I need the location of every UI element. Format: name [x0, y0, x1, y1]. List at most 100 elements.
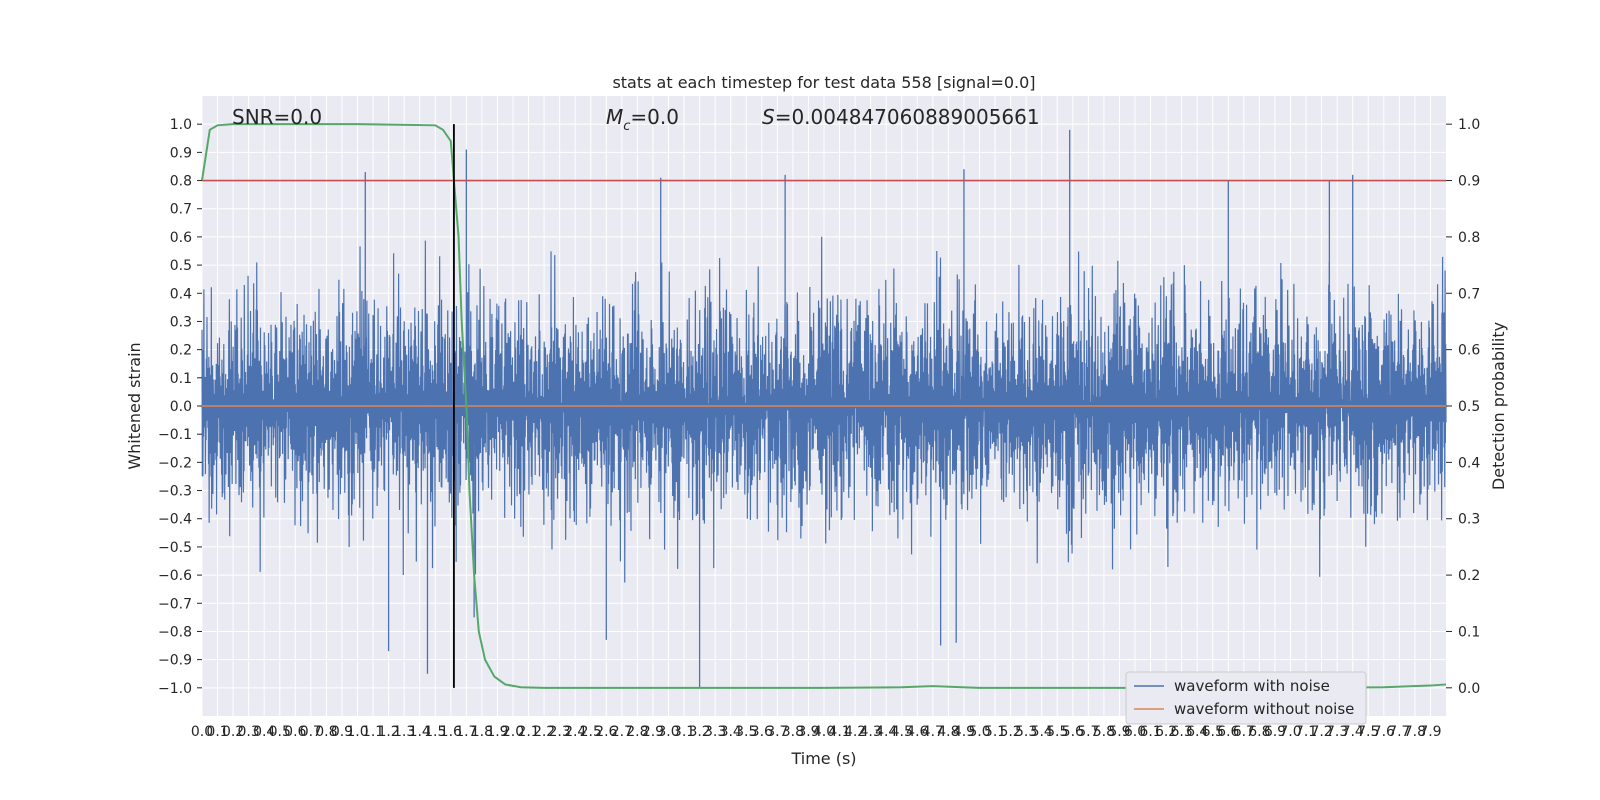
x-axis-label: Time (s) [790, 749, 856, 768]
y-tick-label: 0.3 [170, 314, 192, 330]
x-tick-label: 2.8 [626, 724, 648, 740]
y2-tick-label: 0.9 [1458, 174, 1480, 190]
x-tick-label: 3.8 [782, 724, 804, 740]
x-tick-label: 1.7 [455, 724, 477, 740]
x-tick-label: 1.9 [486, 724, 508, 740]
x-tick-label: 7.5 [1357, 724, 1379, 740]
x-tick-label: 1.0 [346, 724, 368, 740]
y-tick-label: −0.2 [158, 455, 192, 471]
x-tick-label: 1.5 [424, 724, 446, 740]
x-tick-label: 7.1 [1295, 724, 1317, 740]
y-tick-labels: 1.0 0.9 0.8 0.7 0.6 0.5 0.4 0.3 0.2 0.1 0.0 −0.1 −0.… [158, 117, 202, 697]
y2-tick-label: 0.5 [1458, 399, 1480, 415]
x-tick-labels: 0.00.10.20.30.40.50.60.70.80.91.01.11.21… [191, 724, 1442, 740]
x-tick-label: 5.2 [999, 724, 1021, 740]
x-tick-label: 4.1 [828, 724, 850, 740]
legend: waveform with noise waveform without noi… [1125, 671, 1367, 725]
y-tick-label: 0.9 [170, 145, 192, 161]
y-tick-label: −0.6 [158, 568, 192, 584]
x-tick-label: 0.8 [315, 724, 337, 740]
x-tick-label: 2.6 [595, 724, 617, 740]
y2-tick-label: 0.0 [1458, 681, 1480, 697]
x-tick-label: 7.9 [1419, 724, 1441, 740]
x-tick-label: 2.4 [564, 724, 586, 740]
x-tick-label: 1.3 [393, 724, 415, 740]
x-tick-label: 6.8 [1248, 724, 1270, 740]
x-tick-label: 0.3 [238, 724, 260, 740]
x-tick-label: 2.2 [533, 724, 555, 740]
y-tick-label: −0.9 [158, 653, 192, 669]
x-tick-label: 5.1 [984, 724, 1006, 740]
chirp-mass-annotation: Mc=0.0 [606, 105, 679, 134]
x-tick-label: 6.4 [1186, 724, 1208, 740]
y-tick-label: −0.5 [158, 540, 192, 556]
x-tick-label: 6.9 [1264, 724, 1286, 740]
y-tick-label: 0.5 [170, 258, 192, 274]
x-tick-label: 0.2 [222, 724, 244, 740]
y2-tick-label: 0.3 [1458, 512, 1480, 528]
s-annotation: S=0.004847060889005661 [762, 105, 1040, 129]
x-tick-label: 4.4 [875, 724, 897, 740]
y-tick-label: 0.6 [170, 230, 192, 246]
x-tick-label: 5.5 [1046, 724, 1068, 740]
x-tick-label: 1.1 [362, 724, 384, 740]
x-tick-label: 4.5 [891, 724, 913, 740]
y2-tick-label: 0.2 [1458, 568, 1480, 584]
x-tick-label: 5.7 [1077, 724, 1099, 740]
legend-label-noise: waveform with noise [1174, 677, 1330, 695]
x-tick-label: 4.0 [813, 724, 835, 740]
y-tick-label: 0.2 [170, 343, 192, 359]
y-tick-label: 0.0 [170, 399, 192, 415]
x-tick-label: 2.1 [517, 724, 539, 740]
y-tick-label: −0.4 [158, 512, 192, 528]
x-tick-label: 2.0 [502, 724, 524, 740]
x-tick-label: 6.5 [1202, 724, 1224, 740]
y2-tick-label: 0.8 [1458, 230, 1480, 246]
y2-tick-label: 0.4 [1458, 455, 1480, 471]
y-tick-label: −0.7 [158, 596, 192, 612]
y2-tick-label: 0.6 [1458, 343, 1480, 359]
x-tick-label: 7.6 [1373, 724, 1395, 740]
y-tick-label: −0.3 [158, 484, 192, 500]
y-axis-label: Whitened strain [125, 342, 144, 469]
x-tick-label: 5.3 [1015, 724, 1037, 740]
x-tick-label: 4.7 [922, 724, 944, 740]
legend-box [1125, 671, 1367, 725]
y-tick-label: 0.4 [170, 286, 192, 302]
x-tick-label: 5.9 [1108, 724, 1130, 740]
detection-probability-series [201, 123, 1447, 689]
x-tick-label: 7.0 [1279, 724, 1301, 740]
x-tick-label: 3.5 [735, 724, 757, 740]
x-tick-label: 7.8 [1404, 724, 1426, 740]
y-tick-label: 1.0 [170, 117, 192, 133]
x-tick-label: 0.7 [300, 724, 322, 740]
x-tick-label: 0.5 [269, 724, 291, 740]
x-tick-label: 1.6 [440, 724, 462, 740]
x-tick-label: 2.7 [611, 724, 633, 740]
x-tick-label: 3.9 [797, 724, 819, 740]
x-tick-label: 4.8 [937, 724, 959, 740]
x-tick-label: 5.6 [1062, 724, 1084, 740]
x-tick-label: 4.9 [953, 724, 975, 740]
x-tick-label: 3.4 [720, 724, 742, 740]
y2-axis-label: Detection probability [1489, 322, 1508, 490]
x-tick-label: 2.3 [549, 724, 571, 740]
x-tick-label: 1.8 [471, 724, 493, 740]
x-tick-label: 4.2 [844, 724, 866, 740]
y-tick-label: −0.8 [158, 624, 192, 640]
x-tick-label: 5.8 [1093, 724, 1115, 740]
x-tick-label: 2.9 [642, 724, 664, 740]
y-tick-label: −1.0 [158, 681, 192, 697]
legend-label-clean: waveform without noise [1174, 700, 1354, 718]
x-tick-label: 4.6 [906, 724, 928, 740]
y2-tick-label: 0.1 [1458, 624, 1480, 640]
noise-waveform-line [201, 236, 1447, 583]
x-tick-label: 0.0 [191, 724, 213, 740]
x-tick-label: 6.6 [1217, 724, 1239, 740]
x-tick-label: 0.1 [206, 724, 228, 740]
x-tick-label: 7.7 [1388, 724, 1410, 740]
chart-title: stats at each timestep for test data 558… [612, 73, 1035, 92]
x-tick-label: 0.9 [331, 724, 353, 740]
snr-annotation: SNR=0.0 [232, 105, 322, 129]
